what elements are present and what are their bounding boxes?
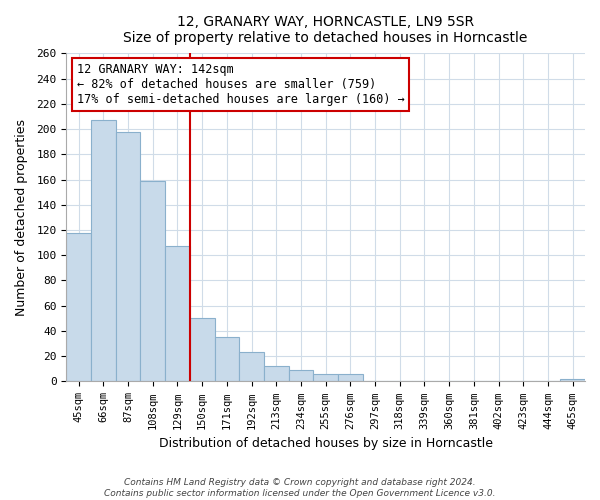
Bar xyxy=(91,120,116,382)
Bar xyxy=(264,366,289,382)
Bar xyxy=(289,370,313,382)
Bar xyxy=(165,246,190,382)
Bar xyxy=(560,379,585,382)
Bar xyxy=(116,132,140,382)
Bar xyxy=(338,374,363,382)
Title: 12, GRANARY WAY, HORNCASTLE, LN9 5SR
Size of property relative to detached house: 12, GRANARY WAY, HORNCASTLE, LN9 5SR Siz… xyxy=(124,15,528,45)
Y-axis label: Number of detached properties: Number of detached properties xyxy=(15,119,28,316)
Bar xyxy=(190,318,215,382)
Bar xyxy=(67,232,91,382)
X-axis label: Distribution of detached houses by size in Horncastle: Distribution of detached houses by size … xyxy=(158,437,493,450)
Bar xyxy=(239,352,264,382)
Bar xyxy=(313,374,338,382)
Text: 12 GRANARY WAY: 142sqm
← 82% of detached houses are smaller (759)
17% of semi-de: 12 GRANARY WAY: 142sqm ← 82% of detached… xyxy=(77,63,404,106)
Bar xyxy=(140,181,165,382)
Text: Contains HM Land Registry data © Crown copyright and database right 2024.
Contai: Contains HM Land Registry data © Crown c… xyxy=(104,478,496,498)
Bar xyxy=(215,338,239,382)
